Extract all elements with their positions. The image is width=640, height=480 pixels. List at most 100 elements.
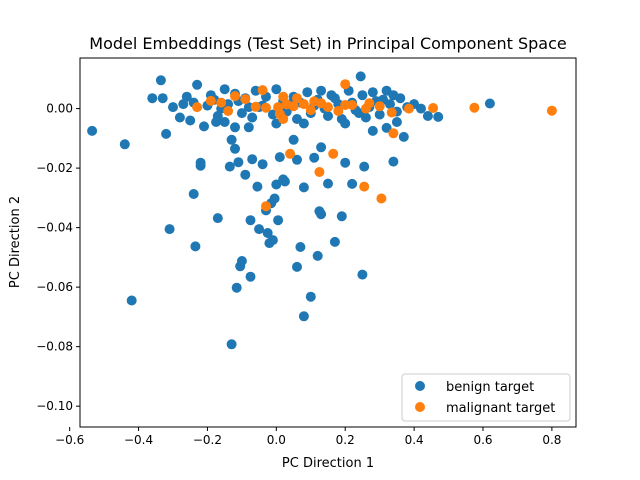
data-point [295,242,306,252]
legend-marker-benign [415,381,425,391]
data-point [87,125,98,136]
data-point [262,228,273,238]
data-point [347,100,358,110]
legend-box [401,373,571,422]
data-point [367,125,378,136]
data-point [546,105,557,116]
data-point [312,250,323,261]
data-point [340,118,351,129]
data-point [195,157,206,168]
data-point [388,128,399,139]
data-point [336,211,347,222]
data-point [230,122,240,133]
data-point [168,102,178,113]
series-malignant [192,79,557,212]
data-point [347,178,358,189]
data-point [230,91,240,102]
data-point [416,103,426,114]
data-point [155,75,166,86]
legend-label-malignant: malignant target [446,401,555,416]
data-point [360,112,371,123]
legend: benign target malignant target [401,373,571,422]
data-point [340,100,351,110]
x-tick-label: 0.2 [336,433,355,447]
data-point [333,106,344,116]
y-axis: −0.10 −0.08 −0.06 −0.04 −0.02 0.00 [36,102,80,413]
y-tick-label: 0.00 [46,102,73,116]
data-point [240,169,251,180]
data-point [252,181,263,192]
data-point [257,159,268,170]
data-point [302,87,313,98]
data-point [292,154,302,165]
data-point [126,295,137,306]
data-point [164,224,175,235]
data-point [231,282,242,293]
data-point [236,108,247,119]
data-point [261,102,271,113]
data-point [357,269,368,280]
data-point [278,91,289,102]
data-point [223,106,234,116]
data-point [157,93,168,104]
data-point [219,117,230,127]
data-point [188,189,199,199]
x-axis: −0.6 −0.4 −0.2 0.0 0.2 0.4 0.6 0.8 [55,427,561,447]
data-point [292,261,302,272]
data-point [271,84,282,95]
data-point [298,99,309,110]
data-point [316,85,327,96]
data-point [329,93,340,104]
data-point [273,215,284,226]
data-point [388,156,399,167]
data-point [245,215,256,226]
data-point [245,271,256,282]
y-tick-label: −0.08 [36,340,73,354]
data-point [226,134,237,145]
data-point [236,256,247,266]
legend-marker-malignant [415,402,425,412]
x-tick-label: 0.4 [405,433,424,447]
data-point [298,118,309,129]
data-point [385,99,395,110]
data-point [422,111,433,121]
data-point [247,154,258,165]
data-point [360,103,371,114]
data-point [323,178,333,189]
data-point [181,91,192,102]
data-point [433,111,444,122]
data-point [428,103,439,113]
data-point [329,236,340,247]
data-point [226,339,237,350]
data-point [374,101,385,112]
data-point [233,157,244,168]
data-point [161,128,172,139]
data-point [192,79,203,90]
data-point [178,99,189,110]
data-point [340,157,351,168]
y-axis-label: PC Direction 2 [8,196,23,288]
data-point [340,79,351,90]
x-tick-label: 0.8 [542,433,561,447]
data-point [199,121,209,132]
data-point [205,95,216,106]
x-tick-label: −0.2 [193,433,222,447]
x-tick-label: −0.6 [55,433,84,447]
data-point [469,102,480,113]
data-point [359,161,370,172]
data-point [316,209,327,220]
legend-label-benign: benign target [446,380,534,395]
y-tick-label: −0.04 [36,221,73,235]
data-point [292,93,302,104]
data-point [305,291,316,302]
data-point [376,193,387,204]
data-point [279,176,290,187]
x-tick-label: −0.4 [124,433,153,447]
data-point [174,112,185,123]
data-point [316,142,327,153]
data-point [261,201,271,212]
x-axis-label: PC Direction 1 [282,456,374,471]
data-point [403,103,414,114]
data-point [230,143,240,154]
data-point [240,94,251,105]
